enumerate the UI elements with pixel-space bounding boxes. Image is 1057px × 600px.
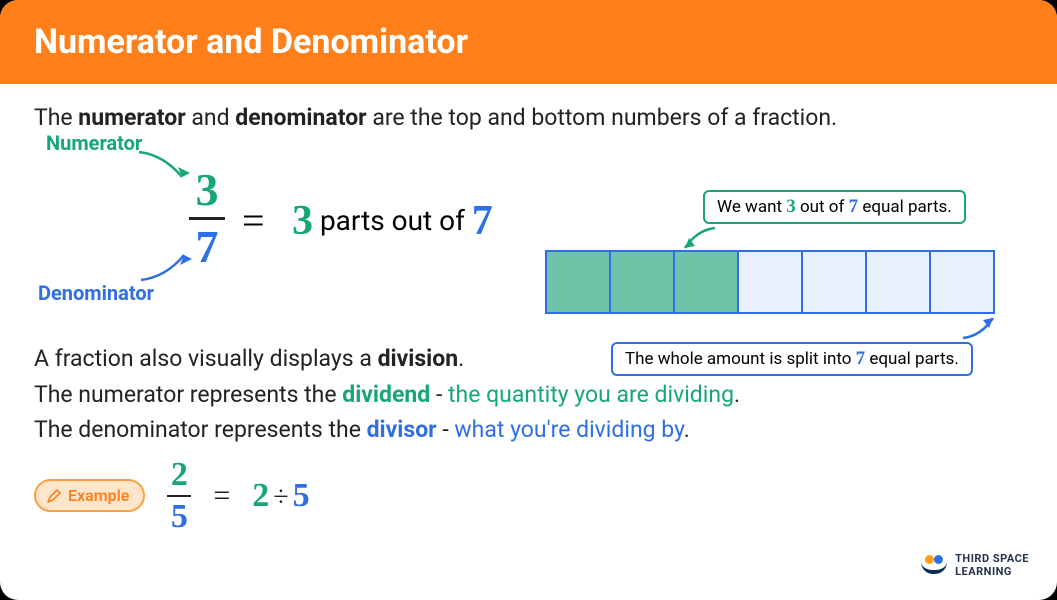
pencil-icon (46, 488, 62, 504)
example-denominator: 5 (171, 500, 188, 534)
division-sign: ÷ (273, 482, 288, 513)
parts-denominator: 7 (472, 198, 493, 244)
page-title: Numerator and Denominator (0, 0, 1057, 84)
bar-segment-filled (611, 252, 675, 312)
bar-segment-filled (675, 252, 739, 312)
parts-text: 3 parts out of 7 (292, 197, 493, 245)
example-equals: = (213, 479, 230, 513)
brand-logo: THIRD SPACE LEARNING (919, 552, 1029, 578)
example-dividend: 2 (252, 477, 269, 514)
line1-post: . (458, 345, 464, 372)
fraction-bar (189, 217, 225, 220)
intro-term-numerator: numerator (78, 104, 185, 131)
denominator-label: Denominator (38, 281, 154, 305)
callout-top-mid: out of (796, 197, 849, 217)
callout-whole-split: The whole amount is split into 7 equal p… (611, 342, 973, 376)
bar-diagram: We want 3 out of 7 equal parts. The w (545, 190, 1025, 376)
callout-parts-wanted: We want 3 out of 7 equal parts. (703, 190, 966, 224)
brand-line1: THIRD SPACE (955, 552, 1029, 565)
callout-bot-pre: The whole amount is split into (625, 349, 856, 369)
fraction-numerator: 3 (189, 167, 225, 213)
equals-sign: = (242, 197, 265, 244)
line1-pre: A fraction also visually displays a (34, 345, 378, 372)
brand-line2: LEARNING (955, 565, 1029, 578)
body-line-2: The numerator represents the dividend - … (34, 377, 1023, 413)
numerator-label: Numerator (46, 131, 142, 155)
example-badge: Example (34, 479, 145, 512)
example-division: 2 ÷ 5 (252, 477, 309, 515)
callout-top-blue: 7 (849, 196, 859, 217)
intro-text: The numerator and denominator are the to… (34, 104, 1023, 131)
callout-bot-blue: 7 (856, 348, 866, 369)
arrow-to-numerator-icon (134, 147, 194, 187)
arrow-to-denominator-icon (136, 245, 196, 285)
fraction-denominator: 7 (189, 224, 225, 270)
line2-dash: - (430, 381, 448, 408)
line3-pre: The denominator represents the (34, 416, 367, 443)
intro-prefix: The (34, 104, 78, 131)
line2-pre: The numerator represents the (34, 381, 342, 408)
body-line-3: The denominator represents the divisor -… (34, 412, 1023, 448)
brand-text: THIRD SPACE LEARNING (955, 552, 1029, 578)
fraction-diagram: Numerator Denominator 3 7 = 3 parts (34, 135, 534, 305)
bar-segment-empty (867, 252, 931, 312)
bar-segment-empty (931, 252, 993, 312)
fraction-3-7: 3 7 (189, 167, 225, 270)
line2-post: . (734, 381, 740, 408)
example-label: Example (68, 486, 129, 505)
callout-bot-post: equal parts. (865, 349, 959, 369)
bar-segment-empty (739, 252, 803, 312)
callout-top-pre: We want (717, 197, 786, 217)
card: Numerator and Denominator The numerator … (0, 0, 1057, 600)
line3-desc: what you're dividing by (454, 416, 683, 443)
bar-segment-empty (803, 252, 867, 312)
line3-divisor: divisor (367, 416, 437, 443)
line3-post: . (684, 416, 690, 443)
parts-numerator: 3 (292, 198, 313, 244)
content: The numerator and denominator are the to… (0, 84, 1057, 534)
line3-dash: - (437, 416, 455, 443)
line1-division: division (378, 345, 459, 372)
example-fraction-bar (167, 495, 191, 497)
example-numerator: 2 (171, 458, 188, 492)
line2-dividend: dividend (342, 381, 430, 408)
bar-segment-filled (547, 252, 611, 312)
intro-suffix: are the top and bottom numbers of a frac… (367, 104, 838, 131)
parts-mid: parts out of (313, 204, 472, 237)
example-fraction: 2 5 (167, 458, 191, 534)
line2-desc: the quantity you are dividing (448, 381, 734, 408)
intro-mid: and (186, 104, 236, 131)
callout-top-green: 3 (786, 196, 796, 217)
example-divisor: 5 (293, 477, 310, 514)
callout-top-post: equal parts. (858, 197, 952, 217)
example-row: Example 2 5 = 2 ÷ 5 (34, 458, 1023, 534)
bar-model (545, 250, 995, 314)
brand-mark-icon (919, 555, 947, 575)
intro-term-denominator: denominator (235, 104, 366, 131)
arrow-callout-bottom-icon (957, 312, 1001, 342)
